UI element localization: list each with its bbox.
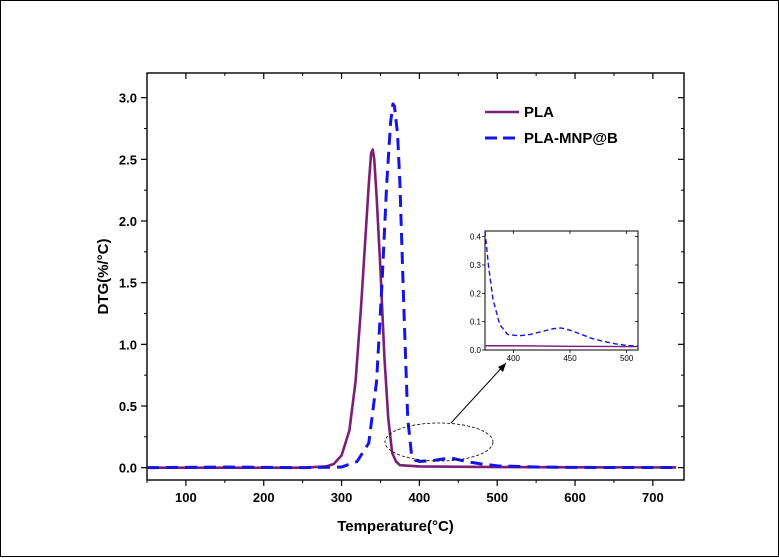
y-tick-label: 0.0: [119, 461, 137, 476]
x-tick-label: 500: [486, 490, 508, 505]
legend-label: PLA-MNP@B: [524, 130, 618, 147]
callout-arrow-head: [498, 363, 506, 372]
inset-x-tick-label: 450: [563, 354, 577, 363]
inset-series-line-pla: [485, 345, 638, 348]
legend-label: PLA: [524, 104, 554, 121]
x-tick-label: 100: [175, 490, 197, 505]
x-tick-label: 300: [331, 490, 353, 505]
x-tick-label: 600: [564, 490, 586, 505]
callout-arrow-line: [450, 362, 507, 424]
x-axis-label: Temperature(°C): [337, 518, 454, 535]
series-line-pla-mnp-b: [146, 102, 677, 470]
x-tick-label: 700: [642, 490, 664, 505]
y-tick-label: 0.5: [119, 399, 137, 414]
inset-plot-border: [484, 230, 639, 351]
y-tick-label: 2.0: [119, 214, 137, 229]
inset-series-line-pla-mnp-b: [484, 230, 639, 348]
inset-y-tick-label: 0.3: [470, 261, 482, 270]
inset-y-tick-label: 0.1: [470, 318, 482, 327]
inset-y-tick-label: 0.4: [470, 233, 482, 242]
y-tick-label: 3.0: [119, 91, 137, 106]
inset-x-tick-label: 400: [507, 354, 521, 363]
y-tick-label: 1.5: [119, 276, 137, 291]
y-tick-label: 1.0: [119, 337, 137, 352]
y-axis-label: DTG(%/°C): [95, 239, 112, 315]
x-tick-label: 200: [253, 490, 275, 505]
plot-area-border: [146, 72, 685, 481]
y-tick-label: 2.5: [119, 152, 137, 167]
callout-ellipse: [384, 422, 494, 462]
x-tick-label: 400: [409, 490, 431, 505]
inset-y-tick-label: 0.0: [470, 346, 482, 355]
inset-plot: 400 450 500 0.0 0.1 0.2 0.3 0.4: [470, 230, 639, 363]
series-line-pla: [147, 148, 677, 469]
inset-y-tick-label: 0.2: [470, 289, 482, 298]
inset-x-tick-label: 500: [620, 354, 634, 363]
